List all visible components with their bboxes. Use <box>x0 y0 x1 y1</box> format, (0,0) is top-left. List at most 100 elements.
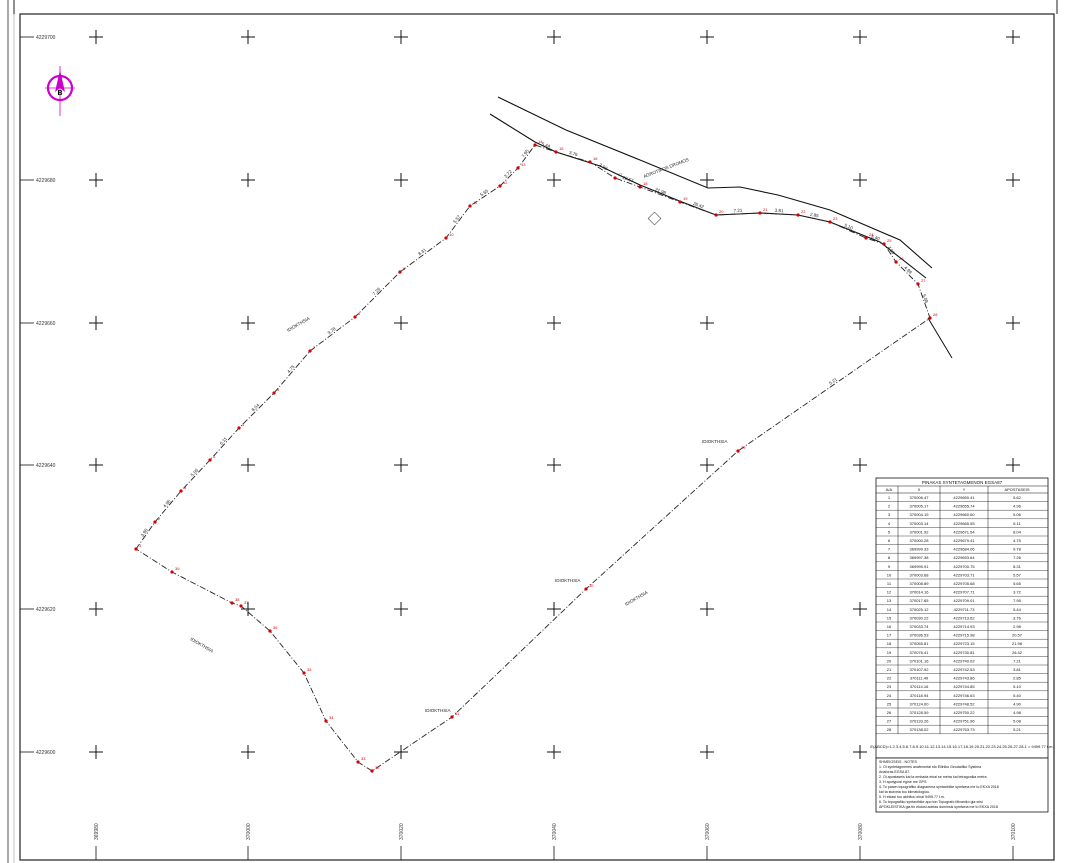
table-cell: 7.21 <box>1013 658 1022 663</box>
vertex-marker <box>916 282 920 286</box>
segment-length: 5.06 <box>190 467 200 477</box>
table-cell: 370101.16 <box>910 658 930 663</box>
x-tick-label: 370080 <box>858 823 864 840</box>
grid-cross <box>241 30 255 44</box>
table-cell: 370076.41 <box>910 650 930 655</box>
vertex-number: 12 <box>503 180 508 185</box>
vertex-marker <box>554 150 558 154</box>
note-line: APOKLEISTIKA gia tin ekdosi adeias domin… <box>879 805 998 809</box>
segment-length: 9.78 <box>327 326 337 336</box>
table-cell: 370111.49 <box>910 676 929 681</box>
y-tick-label: 4229660 <box>36 321 56 327</box>
grid-cross <box>700 316 714 330</box>
note-line: 1. Oi syntetagmenes anaferontai sto Elli… <box>879 765 981 769</box>
vertex-marker <box>638 185 642 189</box>
table-cell: 5.57 <box>1013 572 1022 577</box>
vertex-marker <box>170 570 174 574</box>
table-cell: 5.10 <box>1013 684 1022 689</box>
grid-cross <box>1006 458 1020 472</box>
coordinate-table-rows: 1 370006.47 4229650.41 5.622 370005.17 422965… <box>876 486 1048 734</box>
table-cell: 370004.19 <box>910 512 930 517</box>
structure-marker <box>647 211 662 226</box>
grid-cross <box>853 602 867 616</box>
grid-cross <box>394 173 408 187</box>
vertex-marker <box>370 769 374 773</box>
vertex-marker <box>588 160 592 164</box>
table-cell: 4229723.15 <box>953 641 975 646</box>
vertex-number: 5 <box>242 422 245 427</box>
table-cell: 370055.81 <box>910 641 930 646</box>
table-cell: 4229671.54 <box>953 529 975 534</box>
table-cell: 16 <box>887 624 892 629</box>
segment-length: 2.98 <box>598 162 608 171</box>
vertex-number: 29 <box>741 445 746 450</box>
table-cell: 14 <box>887 607 892 612</box>
vertex-number: 22 <box>801 209 806 214</box>
table-cell: 369999.33 <box>910 547 930 552</box>
table-cell: 370025.12 <box>910 607 930 612</box>
segment-length: 7.21 <box>733 208 742 213</box>
table-cell: 370114.16 <box>910 684 929 689</box>
table-header-cell: X <box>918 487 921 492</box>
grid-cross <box>89 602 103 616</box>
x-tick-label: 369980 <box>94 823 100 840</box>
vertex-number: 38 <box>235 597 240 602</box>
table-row: 21 370107.92 4229742.53 3.81 <box>876 667 1048 674</box>
vertex-marker <box>894 260 898 264</box>
table-cell: 4229714.93 <box>953 624 975 629</box>
note-line: SHMEIOSEIS - NOTES <box>879 760 918 764</box>
table-header-cell: A/A <box>886 487 893 492</box>
vertex-number: 26 <box>899 256 904 261</box>
vertex-marker <box>239 604 243 608</box>
note-line: 3. H apotyposi egine me GPS. <box>879 780 927 784</box>
vertex-number: 30 <box>589 583 594 588</box>
vertex-marker <box>272 391 276 395</box>
vertex-marker <box>736 449 740 453</box>
vertex-number: 6 <box>277 387 280 392</box>
table-cell: 2.85 <box>1013 676 1022 681</box>
table-cell: 7.26 <box>1013 555 1022 560</box>
table-cell: 7 <box>888 547 891 552</box>
table-cell: 4229730.81 <box>953 650 975 655</box>
table-row: 19 370076.41 4229730.81 26.42 <box>876 650 1048 657</box>
vertex-marker <box>882 242 886 246</box>
vertex-marker <box>153 520 157 524</box>
segment-length: 4.90 <box>887 245 896 255</box>
table-cell: 370107.92 <box>910 667 930 672</box>
table-header-cell: Y <box>963 487 966 492</box>
table-row: 8 369997.38 4229693.64 7.26 <box>876 555 1048 562</box>
x-tick-label: 370100 <box>1011 823 1017 840</box>
grid-cross <box>394 316 408 330</box>
table-row: 13 370017.65 4229709.01 7.95 <box>876 598 1048 605</box>
vertex-marker <box>230 601 234 605</box>
grid-cross <box>547 745 561 759</box>
vertex-marker <box>398 270 402 274</box>
table-row: 28 370138.02 4229753.73 5.21 <box>876 727 1048 734</box>
table-row: 15 370030.22 4229713.62 3.76 <box>876 615 1048 623</box>
table-cell: 21.98 <box>1012 641 1023 646</box>
segment-length: 5.10 <box>844 223 854 231</box>
table-cell: 370118.94 <box>910 693 929 698</box>
table-cell: 26 <box>887 710 892 715</box>
grid-cross <box>394 602 408 616</box>
grid-cross <box>1006 316 1020 330</box>
table-cell: 26.42 <box>1012 650 1023 655</box>
note-line: kai ta stoixeia tou ktimatologiou. <box>879 790 930 794</box>
table-cell: 27 <box>887 719 892 724</box>
sheet-border <box>19 13 1055 861</box>
vertex-number: 25 <box>887 238 892 243</box>
vertex-marker <box>444 236 448 240</box>
vertex-number: 18 <box>643 181 648 186</box>
table-cell: 2 <box>888 504 891 509</box>
table-cell: 370006.47 <box>910 495 930 500</box>
vertex-marker <box>828 220 832 224</box>
vertex-number: 2 <box>158 516 161 521</box>
table-row: 4 370003.14 4229665.55 6.11 <box>876 521 1048 528</box>
coordinate-table-header: A/A X Y APOSTASEIS <box>876 485 1048 492</box>
grid-cross <box>853 30 867 44</box>
table-row: 16 370033.74 4229714.93 2.98 <box>876 624 1048 631</box>
table-row: 11 370008.89 4229705.68 5.65 <box>876 581 1048 588</box>
grid-cross <box>1006 173 1020 187</box>
table-cell: 4.90 <box>1013 701 1022 706</box>
grid-cross <box>394 458 408 472</box>
